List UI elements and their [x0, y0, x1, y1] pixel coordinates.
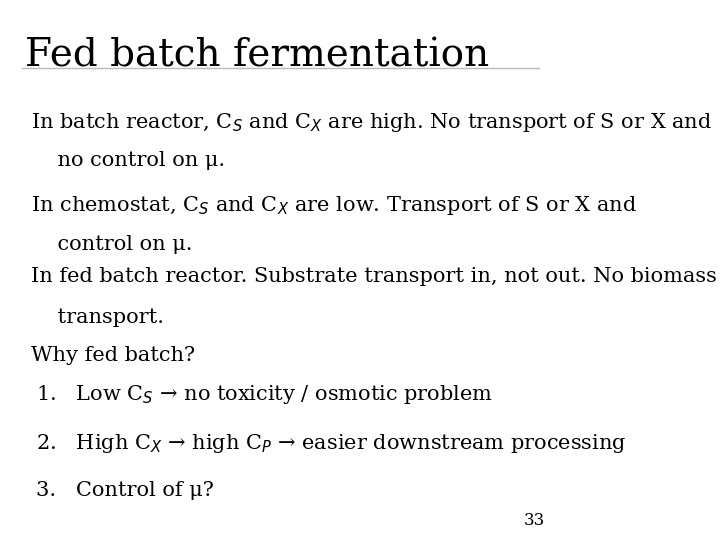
Text: In chemostat, C$_S$ and C$_X$ are low. Transport of S or X and: In chemostat, C$_S$ and C$_X$ are low. T… [31, 194, 636, 218]
Text: Why fed batch?: Why fed batch? [31, 346, 195, 365]
Text: In batch reactor, C$_S$ and C$_X$ are high. No transport of S or X and: In batch reactor, C$_S$ and C$_X$ are hi… [31, 111, 712, 134]
Text: 3.   Control of μ?: 3. Control of μ? [37, 481, 215, 500]
Text: transport.: transport. [31, 308, 164, 327]
Text: control on μ.: control on μ. [31, 235, 192, 254]
Text: Fed batch fermentation: Fed batch fermentation [25, 38, 490, 75]
Text: 1.   Low C$_S$ → no toxicity / osmotic problem: 1. Low C$_S$ → no toxicity / osmotic pro… [37, 383, 494, 407]
Text: 33: 33 [523, 512, 544, 529]
Text: no control on μ.: no control on μ. [31, 151, 225, 170]
Text: 2.   High C$_X$ → high C$_P$ → easier downstream processing: 2. High C$_X$ → high C$_P$ → easier down… [37, 432, 627, 455]
Text: In fed batch reactor. Substrate transport in, not out. No biomass: In fed batch reactor. Substrate transpor… [31, 267, 716, 286]
